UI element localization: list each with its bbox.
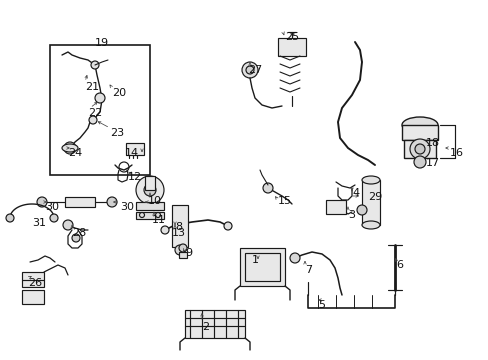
Text: 1: 1 — [251, 255, 259, 265]
Text: 20: 20 — [112, 88, 126, 98]
Bar — [65, 197, 95, 207]
Circle shape — [263, 183, 272, 193]
Text: 30: 30 — [45, 202, 59, 212]
Text: 4: 4 — [351, 188, 358, 198]
Bar — [401, 125, 437, 140]
Text: 21: 21 — [85, 82, 99, 92]
Bar — [403, 140, 435, 158]
Bar — [244, 253, 280, 281]
Text: 19: 19 — [95, 38, 109, 48]
Bar — [50, 45, 150, 175]
Circle shape — [107, 197, 117, 207]
Text: 15: 15 — [278, 196, 291, 206]
Bar — [172, 205, 187, 247]
Text: 16: 16 — [449, 148, 463, 158]
Bar — [361, 180, 379, 225]
Text: 28: 28 — [72, 228, 86, 238]
Bar — [136, 212, 163, 219]
Circle shape — [139, 212, 144, 217]
Ellipse shape — [401, 117, 437, 133]
Circle shape — [50, 214, 58, 222]
Text: 30: 30 — [120, 202, 134, 212]
Text: 3: 3 — [347, 210, 354, 220]
Text: 5: 5 — [317, 300, 325, 310]
Text: 31: 31 — [32, 218, 46, 228]
Text: 25: 25 — [285, 32, 299, 42]
Bar — [179, 252, 186, 258]
Bar — [278, 38, 305, 56]
Text: 6: 6 — [395, 260, 402, 270]
Text: 10: 10 — [148, 196, 162, 206]
Circle shape — [91, 61, 99, 69]
Circle shape — [37, 197, 47, 207]
Text: 18: 18 — [425, 138, 439, 148]
Circle shape — [409, 139, 429, 159]
Circle shape — [136, 176, 163, 204]
Circle shape — [89, 116, 97, 124]
Text: 7: 7 — [305, 265, 311, 275]
Circle shape — [224, 222, 231, 230]
Circle shape — [6, 214, 14, 222]
Circle shape — [155, 212, 160, 217]
Circle shape — [175, 245, 184, 255]
Circle shape — [95, 93, 105, 103]
Circle shape — [179, 244, 186, 252]
Text: 12: 12 — [128, 172, 142, 182]
Circle shape — [245, 66, 253, 74]
Text: 9: 9 — [184, 248, 192, 258]
Text: 14: 14 — [125, 148, 139, 158]
Text: 22: 22 — [88, 108, 102, 118]
Text: 8: 8 — [175, 222, 182, 232]
Circle shape — [161, 226, 169, 234]
Text: 27: 27 — [247, 65, 262, 75]
Circle shape — [356, 205, 366, 215]
Bar — [325, 200, 346, 214]
Text: 11: 11 — [152, 215, 165, 225]
Bar — [240, 248, 285, 286]
Text: 29: 29 — [367, 192, 382, 202]
Bar — [145, 176, 155, 190]
Circle shape — [63, 220, 73, 230]
Text: 23: 23 — [110, 128, 124, 138]
Ellipse shape — [361, 221, 379, 229]
Ellipse shape — [62, 144, 78, 152]
Text: 2: 2 — [202, 322, 209, 332]
Circle shape — [64, 142, 76, 154]
Text: 24: 24 — [68, 148, 82, 158]
Bar — [22, 290, 44, 304]
Circle shape — [414, 144, 424, 154]
Bar — [184, 310, 244, 338]
Text: 17: 17 — [425, 158, 439, 168]
Circle shape — [413, 156, 425, 168]
Text: 13: 13 — [172, 228, 185, 238]
Circle shape — [143, 184, 156, 196]
Text: 26: 26 — [28, 278, 42, 288]
Bar — [22, 272, 44, 287]
Circle shape — [242, 62, 258, 78]
Bar — [126, 143, 143, 155]
Ellipse shape — [361, 176, 379, 184]
Bar — [136, 202, 163, 210]
Circle shape — [72, 234, 80, 242]
Circle shape — [289, 253, 299, 263]
